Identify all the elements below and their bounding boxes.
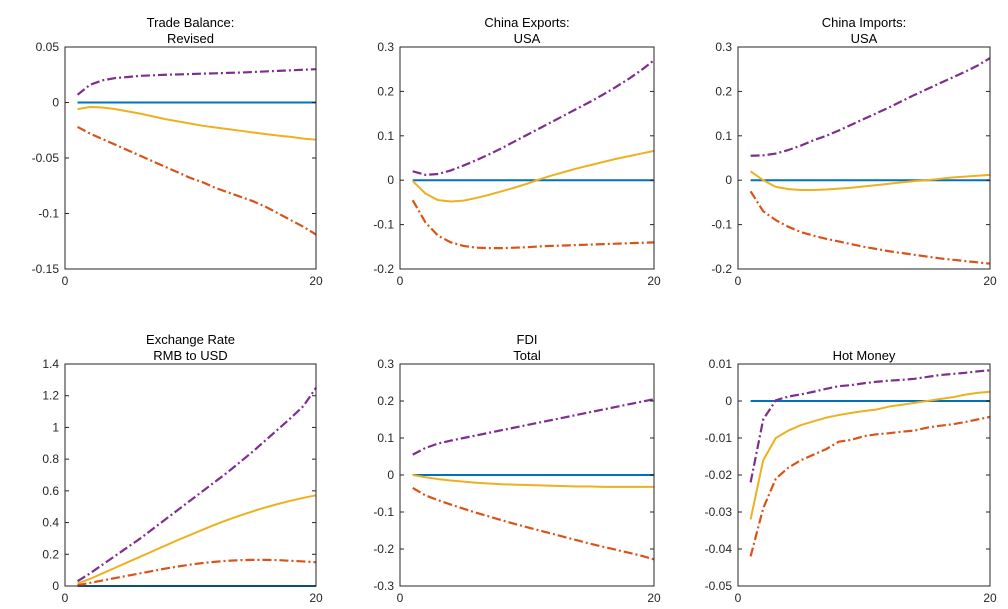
y-tick-label: 0.2 <box>715 84 732 98</box>
y-tick-label: 1 <box>52 420 59 434</box>
chart-title-line: USA <box>851 31 878 46</box>
y-tick-label: 0.05 <box>36 40 60 54</box>
y-tick-label: -0.01 <box>705 431 733 445</box>
y-tick-label: 1.4 <box>42 357 59 371</box>
x-tick-label: 0 <box>397 591 404 605</box>
y-tick-label: -0.1 <box>38 207 59 221</box>
chart-title-line: Revised <box>167 31 214 46</box>
chart-title-line: FDI <box>517 332 538 347</box>
subplot-4: 0 0.2 0.4 0.6 0.8 1 1.2 1.4 0 20 Exchange RateRMB … <box>42 332 323 605</box>
y-tick-label: 0.4 <box>42 516 59 530</box>
y-tick-label: 0.2 <box>377 84 394 98</box>
series-line-median-1 <box>77 105 317 141</box>
y-tick-label: 0.3 <box>377 40 394 54</box>
y-tick-label: -0.2 <box>373 262 394 276</box>
series-line-lower-6 <box>749 415 991 557</box>
y-tick-label: 0.1 <box>377 431 394 445</box>
axes-box <box>64 363 317 587</box>
chart-title-line: China Imports: <box>822 15 907 30</box>
series-line-median-3 <box>750 170 991 191</box>
series-line-lower-1 <box>77 125 317 236</box>
chart-title-line: Exchange Rate <box>146 332 235 347</box>
series-line-upper-4 <box>76 387 317 583</box>
y-tick-label: -0.03 <box>705 505 733 519</box>
x-tick-label: 0 <box>62 274 69 288</box>
chart-title-line: China Exports: <box>484 15 569 30</box>
subplot-1: -0.15 -0.1 -0.05 0 0.05 0 20 Trade Balance:Revi… <box>32 15 323 288</box>
y-tick-label: -0.1 <box>373 218 394 232</box>
series-line-lower-4 <box>77 558 317 587</box>
x-tick-label: 0 <box>62 591 69 605</box>
y-tick-label: -0.2 <box>711 262 732 276</box>
series-line-upper-5 <box>412 398 655 456</box>
x-tick-label: 0 <box>397 274 404 288</box>
y-tick-label: 1.2 <box>42 389 59 403</box>
y-tick-label: 0.2 <box>42 547 59 561</box>
y-tick-label: -0.05 <box>32 151 60 165</box>
series-line-upper-6 <box>749 369 991 483</box>
y-tick-label: 0.8 <box>42 452 59 466</box>
series-line-upper-3 <box>750 57 991 157</box>
x-tick-label: 20 <box>983 591 997 605</box>
chart-title-line: RMB to USD <box>153 348 227 363</box>
y-tick-label: 0.3 <box>377 357 394 371</box>
y-tick-label: 0 <box>725 173 732 187</box>
subplot-2: -0.2 -0.1 0 0.1 0.2 0.3 0 20 China Exports:USA <box>373 15 661 288</box>
y-tick-label: -0.1 <box>711 218 732 232</box>
series-line-median-4 <box>77 494 317 585</box>
y-tick-label: 0.01 <box>709 357 733 371</box>
series-line-median-2 <box>412 149 655 203</box>
y-tick-label: 0.3 <box>715 40 732 54</box>
series-line-lower-3 <box>749 190 991 265</box>
y-tick-label: 0.1 <box>377 129 394 143</box>
chart-title-line: Total <box>513 348 541 363</box>
chart-title-line: Trade Balance: <box>147 15 235 30</box>
y-tick-label: 0.1 <box>715 129 732 143</box>
x-tick-label: 20 <box>309 274 323 288</box>
y-tick-label: -0.1 <box>373 505 394 519</box>
chart-title-line: Hot Money <box>833 348 896 363</box>
x-tick-label: 20 <box>647 274 661 288</box>
y-tick-label: -0.05 <box>705 579 733 593</box>
x-tick-label: 20 <box>983 274 997 288</box>
series-line-lower-2 <box>411 199 655 250</box>
y-tick-label: -0.04 <box>705 542 733 556</box>
y-tick-label: 0 <box>52 96 59 110</box>
x-tick-label: 0 <box>735 274 742 288</box>
y-tick-label: 0.2 <box>377 394 394 408</box>
x-tick-label: 20 <box>647 591 661 605</box>
axes-box <box>399 46 655 270</box>
axes-box <box>737 46 991 270</box>
chart-title-line: USA <box>514 31 541 46</box>
x-tick-label: 0 <box>735 591 742 605</box>
y-tick-label: 0.6 <box>42 484 59 498</box>
y-tick-label: 0 <box>725 394 732 408</box>
series-line-median-5 <box>412 474 654 488</box>
series-line-upper-1 <box>76 68 317 96</box>
subplot-3: -0.2 -0.1 0 0.1 0.2 0.3 0 20 China Imports:USA <box>711 15 997 288</box>
series-line-lower-5 <box>412 486 655 561</box>
y-tick-label: 0 <box>387 173 394 187</box>
subplot-6: -0.05 -0.04 -0.03 -0.02 -0.01 0 0.01 0 20 Hot Mon… <box>705 348 997 605</box>
x-tick-label: 20 <box>309 591 323 605</box>
series-line-upper-2 <box>412 59 655 176</box>
y-tick-label: -0.15 <box>32 262 60 276</box>
y-tick-label: -0.02 <box>705 468 733 482</box>
y-tick-label: -0.2 <box>373 542 394 556</box>
y-tick-label: 0 <box>387 468 394 482</box>
series-line-median-6 <box>749 390 991 520</box>
y-tick-label: -0.3 <box>373 579 394 593</box>
y-tick-label: 0 <box>52 579 59 593</box>
